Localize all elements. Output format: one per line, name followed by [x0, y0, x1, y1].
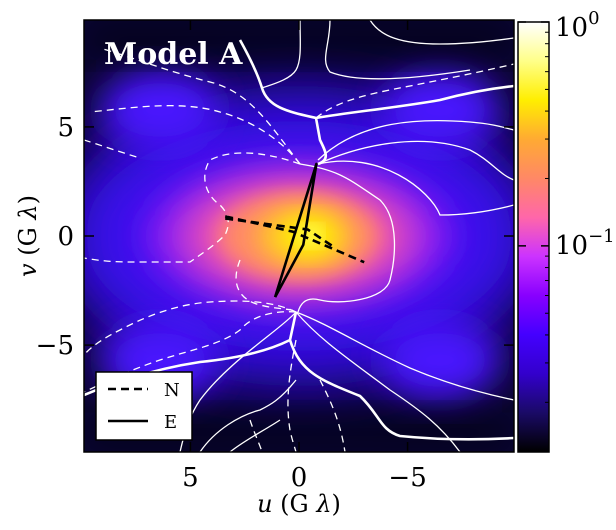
legend-label-n: N	[164, 380, 180, 401]
contour-solid	[261, 20, 301, 89]
contour-dashed	[315, 63, 514, 119]
contour-solid	[317, 119, 514, 161]
contour-dashed	[84, 311, 297, 393]
contour-solid	[297, 163, 396, 313]
contour-solid	[317, 160, 514, 216]
contour-solid	[324, 20, 471, 80]
contour-dashed	[84, 152, 301, 263]
y-axis-ticks: 5 0 −5	[36, 113, 514, 361]
contour-dashed	[99, 47, 301, 165]
contour-dashed	[249, 419, 263, 452]
contour-dashed	[89, 105, 301, 165]
colorbar-tick-label: 100	[555, 8, 600, 43]
contour-dashed	[319, 379, 346, 452]
contour-solid	[317, 140, 514, 181]
x-tick-label: 5	[182, 463, 199, 493]
contour-solid	[295, 311, 514, 401]
contour-dashed	[84, 300, 297, 356]
legend-label-e: E	[164, 412, 177, 433]
x-tick-label: −5	[388, 463, 426, 493]
baseline-tracks	[224, 162, 365, 298]
contour-solid	[295, 311, 461, 452]
colorbar-tick-label: 10−1	[555, 226, 615, 261]
colorbar: 100 10−1	[517, 8, 615, 453]
legend: N E	[95, 371, 193, 441]
contour-solid	[199, 379, 297, 452]
y-axis-label: v (G λ)	[14, 195, 42, 277]
y-tick-label: 0	[57, 222, 74, 252]
track-n-0	[224, 215, 365, 264]
x-tick-label: 0	[291, 463, 308, 493]
legend-box	[95, 371, 193, 441]
colorbar-gradient	[517, 21, 550, 453]
y-tick-label: 5	[57, 113, 74, 143]
panel-label: Model A	[104, 37, 243, 72]
track-e-2	[273, 162, 318, 298]
contour-dashed	[84, 139, 141, 159]
contour-dashed	[235, 259, 297, 313]
x-axis-ticks: 5 0 −5	[182, 20, 427, 493]
y-tick-label: −5	[36, 331, 74, 361]
contour-solid	[369, 20, 514, 45]
colorbar-ticks: 100 10−1	[518, 8, 615, 403]
contour-dashed	[287, 339, 297, 452]
track-n-1	[225, 217, 335, 248]
x-axis-label: u (G λ)	[257, 490, 341, 518]
